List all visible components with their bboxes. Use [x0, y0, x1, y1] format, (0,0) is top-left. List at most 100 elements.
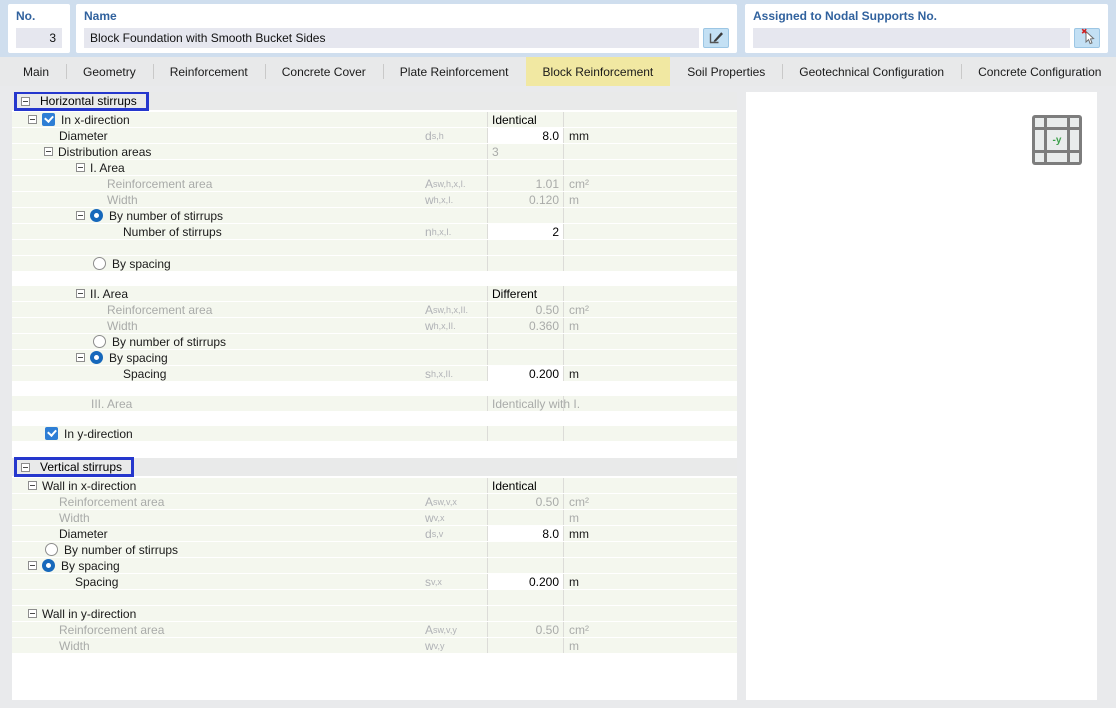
tab-geotechnical-configuration[interactable]: Geotechnical Configuration [782, 57, 961, 86]
tab-block-reinforcement[interactable]: Block Reinforcement [525, 57, 671, 86]
value-cell [487, 350, 563, 365]
row-label-cell: In y-direction [12, 426, 425, 441]
radio-unselected-icon[interactable] [45, 543, 58, 556]
value-input-cell[interactable]: 8.0 [487, 128, 563, 143]
radio-selected-icon[interactable] [42, 559, 55, 572]
collapse-icon[interactable] [44, 147, 53, 156]
value-cell [487, 510, 563, 525]
unit-cell [563, 396, 737, 411]
symbol-cell [425, 160, 487, 175]
plan-cell [1047, 153, 1067, 162]
symbol-cell: s v,x [425, 574, 442, 589]
unit-cell [563, 160, 737, 175]
collapse-icon[interactable] [21, 96, 30, 106]
unit-cell: mm [563, 128, 737, 143]
tab-concrete-configuration[interactable]: Concrete Configuration [961, 57, 1116, 86]
section-title-box[interactable]: Vertical stirrups [14, 457, 135, 477]
tree-row: Width w h,x,I. 0.120 m [12, 192, 737, 208]
row-label: By number of stirrups [64, 542, 179, 557]
row-label-cell [12, 590, 425, 605]
tab-main[interactable]: Main [23, 64, 50, 79]
plan-cell [1035, 130, 1044, 150]
tab-geometry[interactable]: Geometry [66, 57, 153, 86]
checkbox-checked-icon[interactable] [42, 113, 55, 126]
name-label: Name [84, 9, 117, 23]
symbol-cell [425, 478, 487, 493]
collapse-icon[interactable] [28, 115, 37, 124]
symbol-cell [425, 334, 487, 349]
row-label: Spacing [75, 574, 119, 589]
collapse-icon[interactable] [76, 353, 85, 362]
radio-unselected-icon[interactable] [93, 257, 106, 270]
row-label: III. Area [91, 396, 133, 411]
no-input[interactable]: 3 [16, 28, 62, 48]
unit-cell: m [563, 510, 737, 525]
select-cursor-icon [1080, 28, 1095, 48]
tree-row: Spacing s v,x 0.200 m [12, 574, 737, 590]
row-label-cell: Spacing [12, 366, 425, 381]
radio-selected-icon[interactable] [90, 209, 103, 222]
preview-panel: -y [746, 92, 1097, 700]
unit-cell [563, 224, 737, 239]
row-label-cell: Distribution areas [12, 144, 425, 159]
value-cell [487, 558, 563, 573]
section-title-box[interactable]: Horizontal stirrups [14, 92, 149, 111]
collapse-icon[interactable] [28, 561, 37, 570]
symbol-cell: d s,v [425, 526, 444, 541]
tree-row: Width w v,y m [12, 638, 737, 654]
tree-row: Width w v,x m [12, 510, 737, 526]
value-input-cell[interactable]: 8.0 [487, 526, 563, 541]
row-label-cell: Width [12, 318, 425, 333]
unit-cell [563, 542, 737, 557]
row-label: II. Area [90, 286, 129, 301]
symbol-cell [425, 606, 487, 621]
tree-row: By spacing [12, 558, 737, 574]
name-input[interactable]: Block Foundation with Smooth Bucket Side… [84, 28, 699, 48]
pick-nodal-supports-button[interactable] [1074, 28, 1100, 48]
unit-cell [563, 240, 737, 255]
collapse-icon[interactable] [21, 462, 30, 472]
collapse-icon[interactable] [76, 289, 85, 298]
row-label: Reinforcement area [107, 302, 213, 317]
row-label-cell: Spacing [12, 574, 425, 589]
row-label-cell: Reinforcement area [12, 302, 425, 317]
checkbox-checked-icon[interactable] [45, 427, 58, 440]
row-label-cell: Width [12, 192, 425, 207]
unit-cell: cm² [563, 302, 737, 317]
tree-row: In y-direction [12, 426, 737, 442]
unit-cell: mm [563, 526, 737, 541]
tab-concrete-cover[interactable]: Concrete Cover [264, 57, 383, 86]
tab-soil-properties[interactable]: Soil Properties [687, 64, 766, 79]
value-input-cell[interactable]: 0.200 [487, 366, 563, 381]
symbol-cell [425, 144, 487, 159]
tree-row: Spacing s h,x,II. 0.200 m [12, 366, 737, 382]
row-label-cell: Reinforcement area [12, 622, 425, 637]
row-label: Wall in x-direction [42, 478, 137, 493]
tree-row: By number of stirrups [12, 334, 737, 350]
row-label: Width [107, 318, 138, 333]
section-title: Vertical stirrups [40, 460, 123, 474]
symbol-cell: w h,x,II. [425, 318, 456, 333]
value-cell: Identically with I. [487, 396, 580, 411]
assigned-input[interactable] [753, 28, 1070, 48]
value-input-cell[interactable]: 0.200 [487, 574, 563, 589]
radio-unselected-icon[interactable] [93, 335, 106, 348]
collapse-icon[interactable] [76, 211, 85, 220]
value-input-cell[interactable]: 2 [487, 224, 563, 239]
row-label: Reinforcement area [59, 622, 165, 637]
tab-reinforcement[interactable]: Reinforcement [152, 57, 265, 86]
collapse-icon[interactable] [28, 481, 37, 490]
collapse-icon[interactable] [76, 163, 85, 172]
edit-name-button[interactable] [703, 28, 729, 48]
collapse-icon[interactable] [28, 609, 37, 618]
row-label-cell: II. Area [12, 286, 425, 301]
axis-label: -y [1047, 130, 1067, 150]
radio-selected-icon[interactable] [90, 351, 103, 364]
tab-plate-reinforcement[interactable]: Plate Reinforcement [382, 57, 526, 86]
blank-row [12, 240, 737, 256]
row-label-cell: Width [12, 510, 425, 525]
